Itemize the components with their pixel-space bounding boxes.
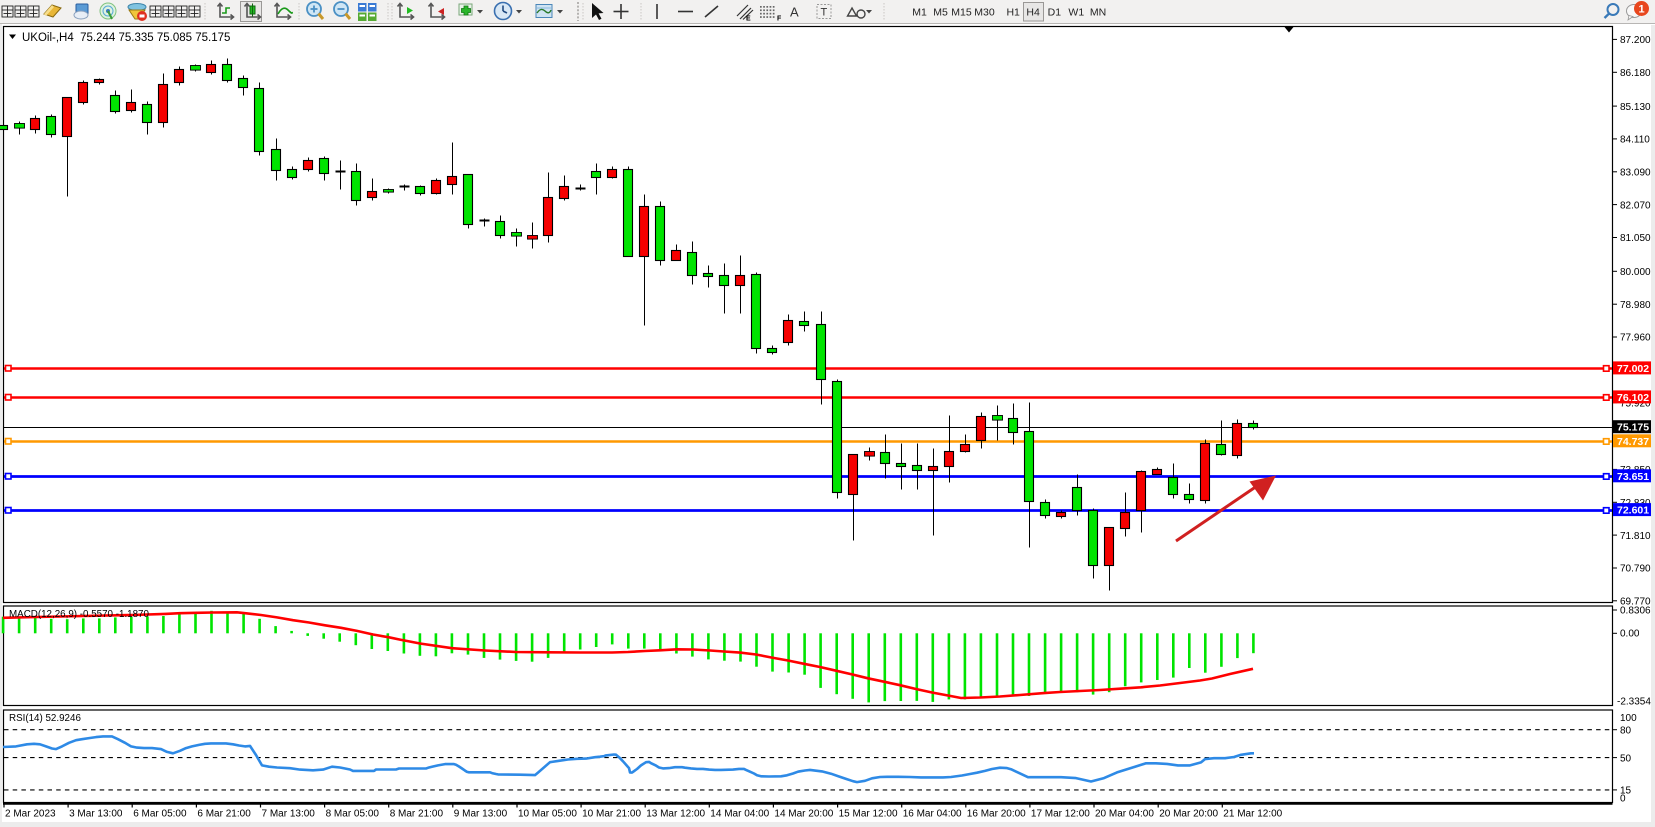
svg-text:UKOil-,H4 75.244 75.335 75.08: UKOil-,H4 75.244 75.335 75.085 75.175: [22, 32, 230, 44]
svg-text:80: 80: [1620, 726, 1632, 737]
svg-text:50: 50: [1620, 754, 1632, 765]
svg-text:0: 0: [1620, 794, 1626, 805]
svg-text:16 Mar 20:00: 16 Mar 20:00: [967, 809, 1026, 820]
svg-text:H1: H1: [1006, 7, 1020, 19]
svg-text:6 Mar 05:00: 6 Mar 05:00: [133, 809, 187, 820]
svg-text:2 Mar 2023: 2 Mar 2023: [5, 809, 56, 820]
svg-text:10 Mar 05:00: 10 Mar 05:00: [518, 809, 577, 820]
svg-text:80.000: 80.000: [1620, 267, 1651, 278]
svg-text:20 Mar 20:00: 20 Mar 20:00: [1159, 809, 1218, 820]
svg-text:8 Mar 05:00: 8 Mar 05:00: [326, 809, 380, 820]
svg-text:MN: MN: [1090, 7, 1106, 19]
svg-text:15 Mar 12:00: 15 Mar 12:00: [839, 809, 898, 820]
svg-text:84.110: 84.110: [1620, 135, 1650, 146]
svg-text:76.102: 76.102: [1617, 392, 1649, 404]
svg-text:83.090: 83.090: [1620, 168, 1651, 179]
svg-text:T: T: [821, 7, 828, 19]
svg-text:16 Mar 04:00: 16 Mar 04:00: [903, 809, 962, 820]
svg-text:D1: D1: [1048, 7, 1062, 19]
svg-text:85.130: 85.130: [1620, 102, 1651, 113]
svg-text:21 Mar 12:00: 21 Mar 12:00: [1223, 809, 1282, 820]
svg-text:F: F: [777, 16, 782, 23]
svg-text:77.960: 77.960: [1620, 333, 1651, 344]
svg-text:82.070: 82.070: [1620, 200, 1651, 211]
svg-text:75.920: 75.920: [1620, 398, 1651, 409]
svg-text:A: A: [790, 5, 799, 20]
svg-text:15: 15: [1620, 786, 1632, 797]
svg-text:86.180: 86.180: [1620, 68, 1651, 79]
svg-text:20 Mar 04:00: 20 Mar 04:00: [1095, 809, 1154, 820]
svg-text:10 Mar 21:00: 10 Mar 21:00: [582, 809, 641, 820]
svg-text:81.050: 81.050: [1620, 233, 1651, 244]
svg-text:8 Mar 21:00: 8 Mar 21:00: [390, 809, 444, 820]
svg-text:14 Mar 04:00: 14 Mar 04:00: [710, 809, 769, 820]
svg-text:75.175: 75.175: [1617, 422, 1649, 434]
svg-text:87.200: 87.200: [1620, 35, 1651, 46]
svg-text:-2.3354: -2.3354: [1617, 697, 1651, 708]
svg-text:3 Mar 13:00: 3 Mar 13:00: [69, 809, 123, 820]
svg-text:RSI(14) 52.9246: RSI(14) 52.9246: [9, 713, 81, 724]
svg-text:70.790: 70.790: [1620, 564, 1651, 575]
svg-text:74.737: 74.737: [1617, 436, 1649, 448]
svg-text:73.651: 73.651: [1617, 471, 1649, 483]
svg-text:MACD(12,26,9) -0.5570 -1.1870: MACD(12,26,9) -0.5570 -1.1870: [9, 609, 150, 620]
svg-text:E: E: [746, 16, 751, 23]
svg-text:0.00: 0.00: [1620, 629, 1640, 640]
svg-text:17 Mar 12:00: 17 Mar 12:00: [1031, 809, 1090, 820]
svg-text:13 Mar 12:00: 13 Mar 12:00: [646, 809, 705, 820]
svg-text:0.8306: 0.8306: [1620, 606, 1651, 617]
svg-text:71.810: 71.810: [1620, 531, 1651, 542]
svg-text:M30: M30: [974, 7, 995, 19]
svg-text:7 Mar 13:00: 7 Mar 13:00: [262, 809, 316, 820]
svg-text:H4: H4: [1026, 7, 1040, 19]
svg-text:M1: M1: [912, 7, 927, 19]
svg-text:6 Mar 21:00: 6 Mar 21:00: [197, 809, 251, 820]
svg-text:M15: M15: [951, 7, 972, 19]
svg-text:1: 1: [1638, 4, 1644, 16]
svg-text:W1: W1: [1068, 7, 1084, 19]
svg-text:100: 100: [1620, 713, 1637, 724]
svg-text:9 Mar 13:00: 9 Mar 13:00: [454, 809, 508, 820]
svg-text:69.770: 69.770: [1620, 597, 1651, 608]
svg-text:M5: M5: [933, 7, 948, 19]
svg-text:77.002: 77.002: [1617, 363, 1649, 375]
svg-text:78.980: 78.980: [1620, 300, 1651, 311]
svg-text:14 Mar 20:00: 14 Mar 20:00: [774, 809, 833, 820]
svg-text:72.601: 72.601: [1617, 505, 1649, 517]
